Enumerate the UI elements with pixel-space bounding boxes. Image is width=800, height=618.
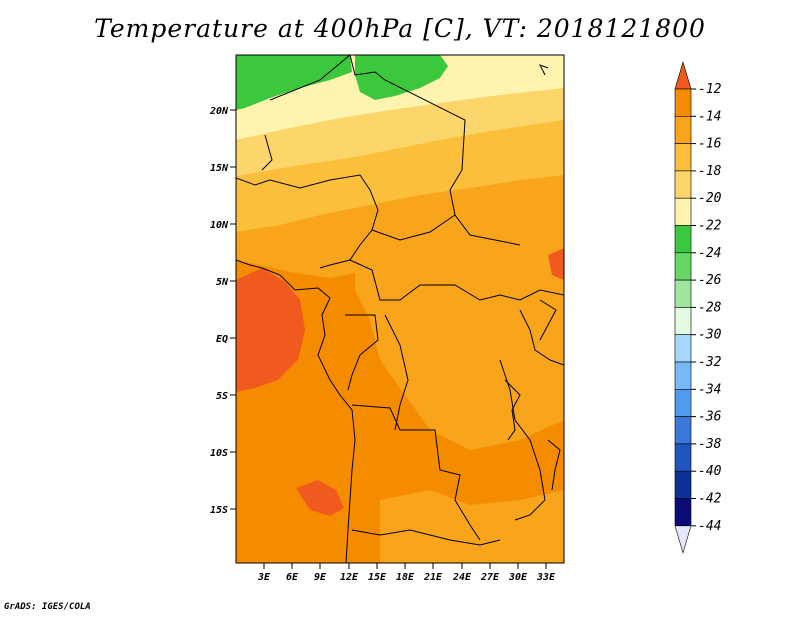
field-band-12-south bbox=[296, 480, 344, 516]
colorbar-label: -12 bbox=[698, 82, 722, 97]
longitude-axis: 3E 6E 9E 12E 15E 18E 21E 24E 27E 30E 33E bbox=[257, 563, 556, 583]
colorbar: -12 -14 -16 -18 -20 -22 -24 -26 -28 -30 -32 -34 -36 -… bbox=[674, 60, 722, 554]
colorbar-swatch bbox=[674, 443, 692, 472]
country-boundaries bbox=[236, 55, 564, 563]
colorbar-swatch bbox=[674, 279, 692, 308]
lon-label: 24E bbox=[452, 572, 472, 583]
field-band-12-east bbox=[548, 248, 564, 280]
lon-label: 12E bbox=[340, 572, 359, 583]
colorbar-label: -22 bbox=[698, 219, 722, 234]
lon-label: 18E bbox=[396, 572, 415, 583]
colorbar-swatch bbox=[674, 197, 692, 226]
lat-label: 15N bbox=[210, 163, 229, 174]
colorbar-label: -44 bbox=[698, 519, 721, 534]
colorbar-swatch bbox=[674, 116, 692, 144]
chart-title: Temperature at 400hPa [C], VT: 201812180… bbox=[94, 14, 706, 43]
colorbar-swatch bbox=[674, 170, 692, 199]
lat-label: 5N bbox=[216, 277, 229, 288]
colorbar-label: -38 bbox=[698, 437, 722, 452]
lat-label: EQ bbox=[216, 334, 228, 345]
lat-label: 5S bbox=[216, 391, 228, 402]
field-band-12-west bbox=[236, 268, 305, 392]
colorbar-label: -30 bbox=[698, 328, 722, 343]
colorbar-swatch bbox=[674, 388, 692, 417]
lon-label: 21E bbox=[423, 572, 443, 583]
credit-label: GrADS: IGES/COLA bbox=[4, 602, 91, 612]
colorbar-label: -14 bbox=[698, 109, 721, 124]
colorbar-label: -36 bbox=[698, 410, 722, 425]
temperature-field bbox=[236, 55, 564, 563]
lon-label: 3E bbox=[257, 572, 271, 583]
map-frame bbox=[235, 54, 565, 564]
field-band-24-west bbox=[236, 55, 352, 110]
lon-label: 27E bbox=[480, 572, 500, 583]
lat-label: 20N bbox=[209, 106, 229, 117]
colorbar-swatch bbox=[674, 334, 692, 363]
colorbar-label: -32 bbox=[698, 355, 722, 370]
lat-label: 10S bbox=[210, 448, 228, 459]
colorbar-swatch bbox=[674, 88, 692, 117]
lat-label: 15S bbox=[210, 505, 228, 516]
lat-label: 10N bbox=[210, 220, 229, 231]
lon-label: 15E bbox=[368, 572, 387, 583]
latitude-axis: 20N 15N 10N 5N EQ 5S 10S 15S bbox=[209, 106, 236, 516]
colorbar-label: -42 bbox=[698, 492, 722, 507]
colorbar-label: -20 bbox=[698, 191, 722, 206]
colorbar-swatch bbox=[674, 307, 692, 335]
colorbar-swatch bbox=[674, 252, 692, 281]
colorbar-swatch bbox=[674, 470, 692, 499]
field-band-16-central bbox=[355, 225, 564, 450]
colorbar-swatch bbox=[674, 498, 692, 527]
colorbar-arrow-top bbox=[674, 60, 692, 90]
colorbar-swatch bbox=[674, 416, 692, 445]
field-band-24-east bbox=[355, 55, 448, 100]
colorbar-label: -28 bbox=[698, 300, 722, 315]
colorbar-label: -18 bbox=[698, 164, 722, 179]
colorbar-label: -16 bbox=[698, 137, 722, 152]
field-band-16-south bbox=[380, 490, 564, 563]
colorbar-swatch bbox=[674, 225, 692, 254]
colorbar-label: -26 bbox=[698, 273, 722, 288]
colorbar-swatch bbox=[674, 361, 692, 390]
colorbar-label: -40 bbox=[698, 464, 722, 479]
colorbar-label: -34 bbox=[698, 382, 721, 397]
lon-label: 6E bbox=[286, 572, 299, 583]
colorbar-label: -24 bbox=[698, 246, 721, 261]
colorbar-arrow-bottom bbox=[674, 525, 692, 554]
lon-label: 30E bbox=[508, 572, 528, 583]
colorbar-swatch bbox=[674, 143, 692, 172]
lon-label: 9E bbox=[314, 572, 327, 583]
lon-label: 33E bbox=[536, 572, 556, 583]
